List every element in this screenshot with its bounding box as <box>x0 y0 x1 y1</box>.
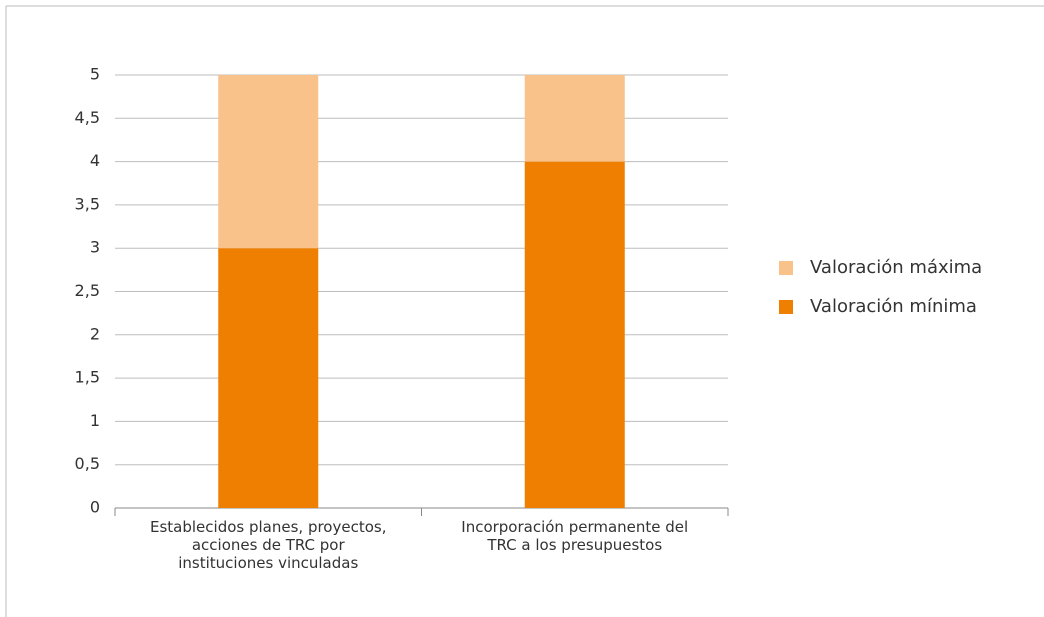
y-tick-label: 2,5 <box>75 281 100 300</box>
legend-label: Valoración máxima <box>810 257 982 278</box>
bar-segment <box>218 75 319 249</box>
y-tick-label: 0 <box>90 498 100 517</box>
y-tick-label: 3,5 <box>75 194 100 213</box>
y-tick-label: 2 <box>90 324 100 343</box>
legend-swatch <box>779 300 793 314</box>
y-tick-label: 0,5 <box>75 454 100 473</box>
y-tick-label: 3 <box>90 238 100 257</box>
y-tick-label: 4 <box>90 151 100 170</box>
bar-segment <box>524 161 625 508</box>
legend-label: Valoración mínima <box>810 296 977 317</box>
bar-segment <box>218 248 319 508</box>
y-tick-label: 5 <box>90 65 100 84</box>
y-tick-label: 1,5 <box>75 368 100 387</box>
y-tick-label: 4,5 <box>75 108 100 127</box>
y-tick-label: 1 <box>90 411 100 430</box>
x-tick-label: Incorporación permanente del TRC a los p… <box>461 518 689 554</box>
legend-swatch <box>779 261 793 275</box>
bar-segment <box>524 75 625 162</box>
x-tick-label: Establecidos planes, proyectos, acciones… <box>150 518 387 572</box>
